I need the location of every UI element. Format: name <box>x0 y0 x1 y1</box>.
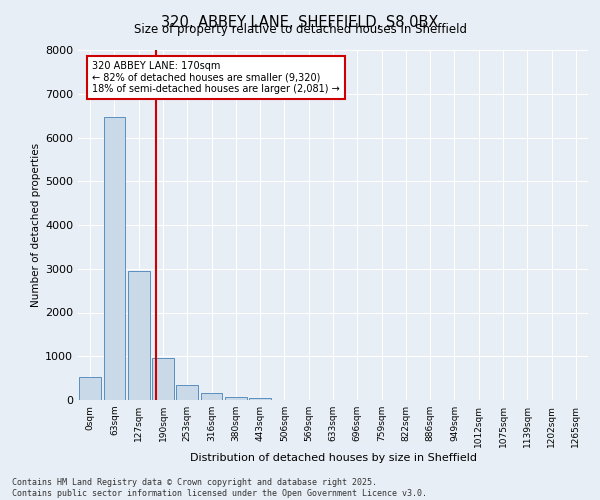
Bar <box>104 116 125 400</box>
X-axis label: Distribution of detached houses by size in Sheffield: Distribution of detached houses by size … <box>190 452 476 462</box>
Y-axis label: Number of detached properties: Number of detached properties <box>31 143 41 307</box>
Bar <box>176 385 198 400</box>
Text: 320, ABBEY LANE, SHEFFIELD, S8 0BX: 320, ABBEY LANE, SHEFFIELD, S8 0BX <box>161 15 439 30</box>
Bar <box>200 394 223 400</box>
Bar <box>128 270 149 400</box>
Bar <box>225 396 247 400</box>
Text: Contains HM Land Registry data © Crown copyright and database right 2025.
Contai: Contains HM Land Registry data © Crown c… <box>12 478 427 498</box>
Text: 320 ABBEY LANE: 170sqm
← 82% of detached houses are smaller (9,320)
18% of semi-: 320 ABBEY LANE: 170sqm ← 82% of detached… <box>92 61 340 94</box>
Bar <box>79 377 101 400</box>
Bar <box>152 358 174 400</box>
Bar <box>249 398 271 400</box>
Text: Size of property relative to detached houses in Sheffield: Size of property relative to detached ho… <box>133 22 467 36</box>
